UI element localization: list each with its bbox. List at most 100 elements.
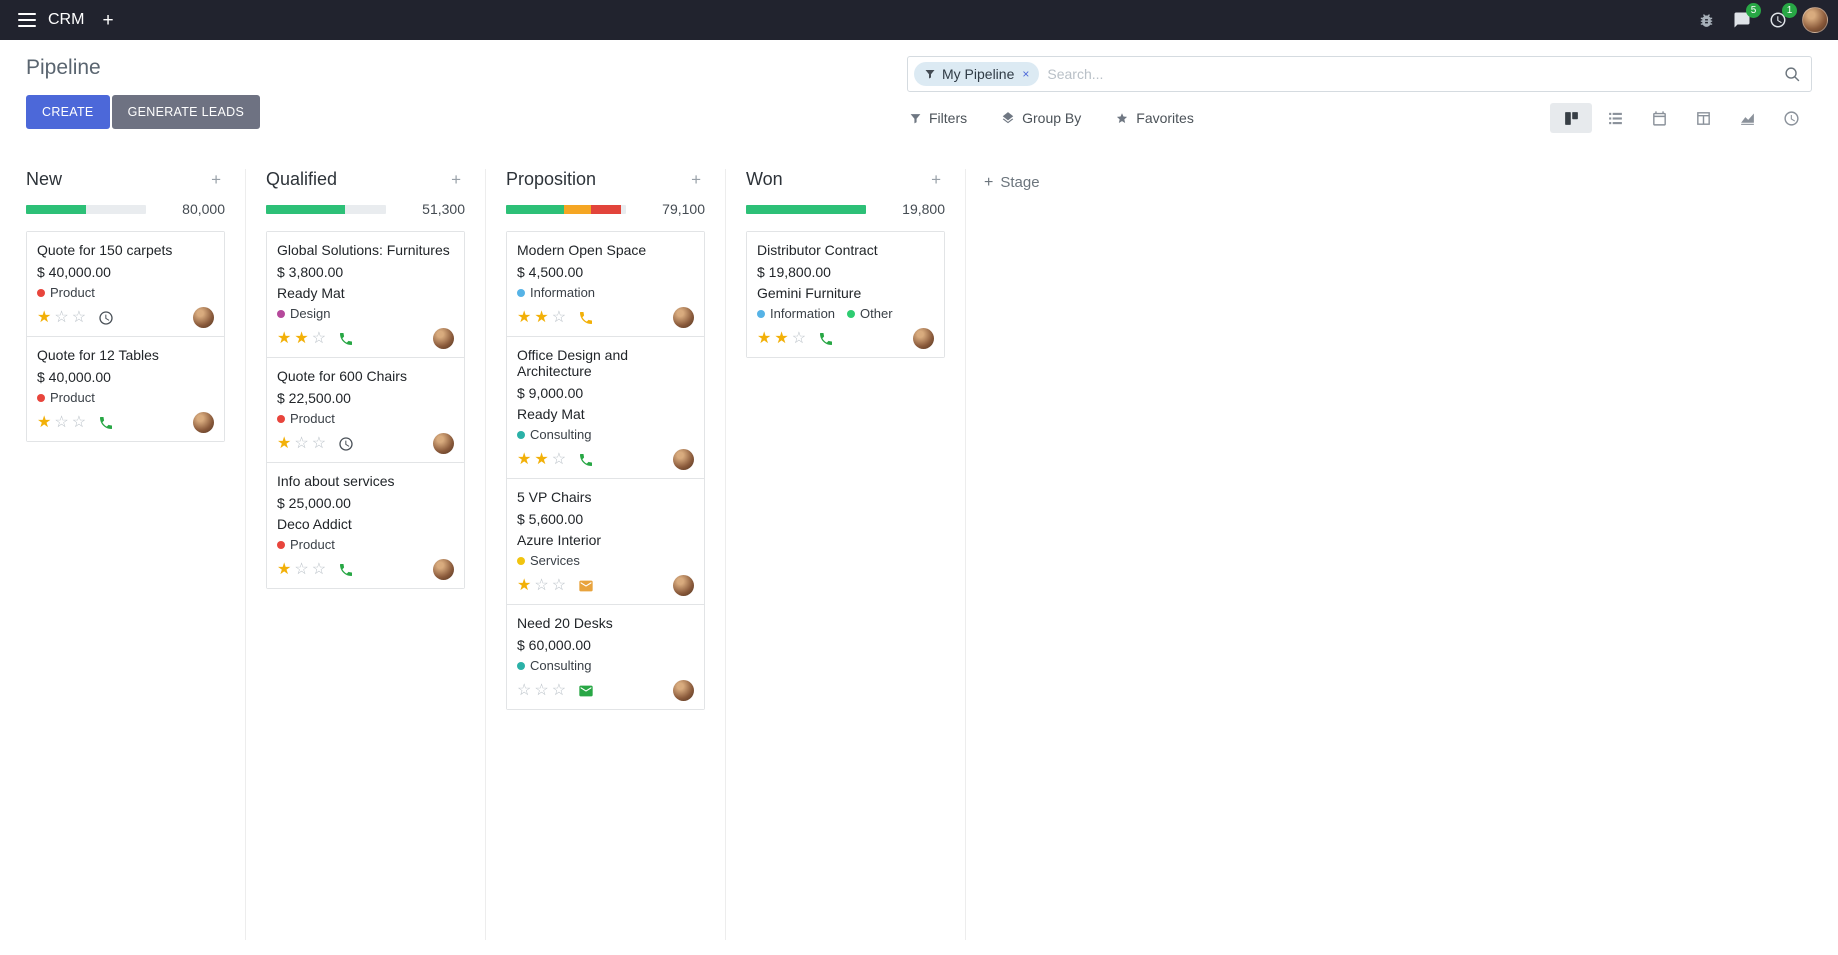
quick-add-button[interactable]: + [207,169,225,190]
kanban-card[interactable]: Quote for 12 Tables $ 40,000.00 Product … [27,337,224,441]
plus-icon: + [691,170,701,189]
search-bar[interactable]: My Pipeline × [907,56,1812,92]
progress-segment[interactable] [506,204,564,214]
app-name[interactable]: CRM [48,11,85,28]
column-progressbar[interactable] [26,204,146,214]
star-empty-icon[interactable]: ☆ [71,308,90,326]
activity-icon[interactable] [578,578,594,594]
kanban-card[interactable]: Global Solutions: Furnitures $ 3,800.00 … [267,232,464,358]
activity-icon[interactable] [98,415,114,431]
star-filled-icon[interactable]: ★ [277,329,295,347]
activity-icon[interactable] [98,310,114,326]
activity-icon[interactable] [338,331,354,347]
topbar-systray: 5 1 [1695,3,1828,33]
calendar-view-icon[interactable] [1638,103,1680,133]
star-filled-icon[interactable]: ★ [534,450,552,468]
filters-button[interactable]: Filters [907,106,969,130]
debug-bug-icon[interactable] [1695,9,1718,32]
progress-segment[interactable] [563,204,592,214]
star-empty-icon[interactable]: ☆ [311,560,330,578]
quick-add-button[interactable]: + [687,169,705,190]
column-total: 19,800 [902,201,945,217]
kanban-card[interactable]: Office Design and Architecture $ 9,000.0… [507,337,704,479]
activities-clock-icon[interactable]: 1 [1766,3,1797,32]
favorites-button[interactable]: Favorites [1113,106,1196,130]
progress-segment[interactable] [591,204,622,214]
card-title: Need 20 Desks [517,615,613,631]
quick-add-button[interactable]: + [927,169,945,190]
progress-segment[interactable] [746,204,866,214]
star-empty-icon[interactable]: ☆ [551,308,570,326]
filter-funnel-icon [924,68,936,80]
star-filled-icon[interactable]: ★ [37,308,55,326]
generate-leads-button[interactable]: GENERATE LEADS [111,95,261,129]
list-view-icon[interactable] [1594,103,1636,133]
messages-icon[interactable]: 5 [1730,3,1761,32]
activity-view-icon[interactable] [1770,103,1812,133]
user-avatar[interactable] [1802,7,1828,33]
create-button[interactable]: CREATE [26,95,110,129]
star-empty-icon[interactable]: ☆ [71,413,90,431]
star-empty-icon[interactable]: ☆ [791,329,810,347]
star-filled-icon[interactable]: ★ [37,413,55,431]
star-filled-icon[interactable]: ★ [774,329,792,347]
kanban-card[interactable]: Info about services $ 25,000.00 Deco Add… [267,463,464,588]
card-company: Azure Interior [517,532,602,548]
card-amount: $ 25,000.00 [277,495,351,511]
kanban-card[interactable]: Need 20 Desks $ 60,000.00 Consulting ☆☆☆ [507,605,704,709]
activity-icon[interactable] [338,562,354,578]
kanban-card[interactable]: Quote for 150 carpets $ 40,000.00 Produc… [27,232,224,337]
progress-segment[interactable] [26,204,86,214]
star-empty-icon[interactable]: ☆ [517,681,535,699]
group-by-button[interactable]: Group By [999,106,1083,130]
column-progressbar[interactable] [266,204,386,214]
star-filled-icon[interactable]: ★ [517,450,535,468]
kanban-view-icon[interactable] [1550,103,1592,133]
kanban-card[interactable]: 5 VP Chairs $ 5,600.00 Azure Interior Se… [507,479,704,605]
activity-icon[interactable] [578,310,594,326]
hamburger-menu-icon[interactable] [10,7,44,33]
star-empty-icon[interactable]: ☆ [311,329,330,347]
star-empty-icon[interactable]: ☆ [54,308,72,326]
star-empty-icon[interactable]: ☆ [551,681,570,699]
kanban-card[interactable]: Quote for 600 Chairs $ 22,500.00 Product… [267,358,464,463]
activity-icon[interactable] [578,683,594,699]
priority-stars: ★★☆ [757,329,810,347]
plus-icon: + [211,170,221,189]
quick-add-button[interactable]: + [447,169,465,190]
star-empty-icon[interactable]: ☆ [534,576,552,594]
star-empty-icon[interactable]: ☆ [534,681,552,699]
column-progressbar[interactable] [746,204,866,214]
priority-stars: ★☆☆ [37,308,90,326]
add-stage-button[interactable]: + Stage [974,172,1050,193]
star-filled-icon[interactable]: ★ [277,434,295,452]
star-empty-icon[interactable]: ☆ [311,434,330,452]
column-progressbar[interactable] [506,204,626,214]
activity-icon[interactable] [818,331,834,347]
star-empty-icon[interactable]: ☆ [551,576,570,594]
kanban-card[interactable]: Modern Open Space $ 4,500.00 Information… [507,232,704,337]
graph-view-icon[interactable] [1726,103,1768,133]
star-filled-icon[interactable]: ★ [277,560,295,578]
pivot-view-icon[interactable] [1682,103,1724,133]
star-empty-icon[interactable]: ☆ [551,450,570,468]
star-filled-icon[interactable]: ★ [517,308,535,326]
star-filled-icon[interactable]: ★ [534,308,552,326]
progress-segment[interactable] [266,204,346,214]
star-filled-icon[interactable]: ★ [517,576,535,594]
star-empty-icon[interactable]: ☆ [294,434,312,452]
star-filled-icon[interactable]: ★ [757,329,775,347]
search-icon[interactable] [1784,66,1801,83]
search-facet[interactable]: My Pipeline × [914,62,1040,86]
activity-icon[interactable] [578,452,594,468]
star-filled-icon[interactable]: ★ [294,329,312,347]
kanban-card[interactable]: Distributor Contract $ 19,800.00 Gemini … [747,232,944,357]
activity-icon[interactable] [338,436,354,452]
card-company: Deco Addict [277,516,352,532]
facet-remove-icon[interactable]: × [1022,67,1030,81]
star-empty-icon[interactable]: ☆ [54,413,72,431]
star-empty-icon[interactable]: ☆ [294,560,312,578]
search-input[interactable] [1039,66,1784,82]
phone-icon [820,332,833,345]
add-icon[interactable]: + [94,5,121,36]
